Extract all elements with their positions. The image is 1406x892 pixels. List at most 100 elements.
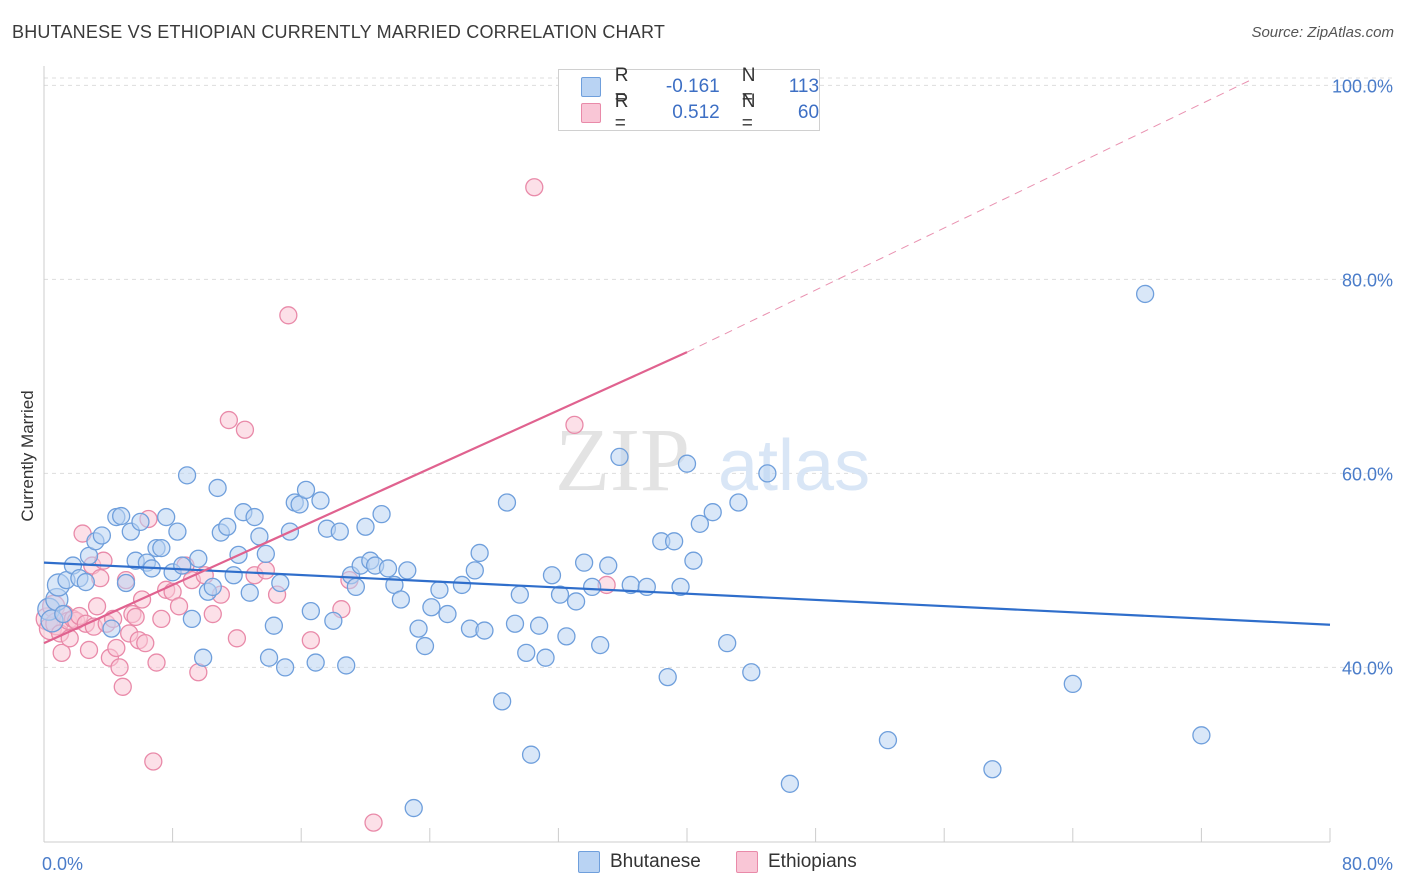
y-tick-label: 80.0% <box>1342 270 1393 290</box>
legend-n-label: N = <box>741 65 756 108</box>
bhutanese-point <box>517 643 536 662</box>
ethiopians-point <box>144 752 163 771</box>
bhutanese-point <box>116 573 136 593</box>
bhutanese-point <box>189 549 208 568</box>
bhutanese-point <box>54 604 73 624</box>
ethiopians-point <box>364 813 383 832</box>
bhutanese-point <box>378 559 398 578</box>
bhutanese-point <box>677 454 697 473</box>
bhutanese-point <box>404 798 423 818</box>
bhutanese-point <box>475 621 494 640</box>
series-swatch-ethiopians <box>736 851 758 873</box>
ethiopians-point <box>219 410 239 430</box>
bhutanese-point <box>372 504 391 524</box>
stats-legend: R = -0.161 N = 113 R = 0.512 N = 60 <box>558 65 820 134</box>
legend-n-value: 60 <box>797 102 820 123</box>
bhutanese-point <box>599 556 618 575</box>
bhutanese-point <box>550 585 570 604</box>
ethiopians-point <box>107 638 126 658</box>
bhutanese-point <box>193 648 213 667</box>
bhutanese-point <box>112 506 131 526</box>
y-tick-label: 40.0% <box>1342 658 1393 678</box>
legend-swatch-bhutanese <box>581 77 601 97</box>
bhutanese-point <box>324 611 343 630</box>
bhutanese-point <box>275 658 295 677</box>
bhutanese-point <box>671 577 690 597</box>
x-ticks <box>172 828 1331 842</box>
y-axis-label: Currently Married <box>18 390 37 521</box>
ethiopians-point <box>169 597 189 616</box>
bhutanese-point <box>264 616 284 635</box>
ethiopians-point <box>256 561 275 580</box>
bhutanese-point <box>780 774 800 793</box>
bhutanese-point <box>409 619 428 638</box>
bhutanese-point <box>574 553 594 572</box>
bhutanese-point <box>505 614 525 633</box>
bhutanese-point <box>438 604 457 624</box>
bhutanese-point <box>330 522 349 541</box>
bhutanese-point <box>684 551 703 570</box>
bhutanese-trend-line <box>43 561 1331 626</box>
bhutanese-point <box>591 635 610 655</box>
bhutanese-point <box>306 653 325 672</box>
ethiopians-point <box>279 306 298 325</box>
bhutanese-point <box>301 601 320 621</box>
chart-source: Source: ZipAtlas.com <box>1251 24 1394 41</box>
bhutanese-point <box>311 491 330 510</box>
legend-r-label: R = <box>614 65 629 108</box>
bhutanese-point <box>157 507 176 527</box>
y-tick-label: 100.0% <box>1332 76 1393 96</box>
bhutanese-point <box>177 466 197 485</box>
bhutanese-point <box>430 580 449 599</box>
bhutanese-point <box>256 544 275 564</box>
gridlines <box>44 77 1392 668</box>
bhutanese-point <box>259 648 279 667</box>
bhutanese-point <box>470 543 489 563</box>
bhutanese-point <box>452 575 472 595</box>
bhutanese-point <box>398 561 417 580</box>
ethiopians-point <box>52 643 71 662</box>
bhutanese-point <box>1192 726 1211 745</box>
ethiopians-point <box>147 653 166 672</box>
ethiopians-trend-extension <box>686 80 1250 353</box>
bhutanese-point <box>1135 284 1155 304</box>
bhutanese-point <box>224 566 243 585</box>
ethiopians-point <box>87 597 107 616</box>
ethiopians-point <box>113 677 132 696</box>
bhutanese-point <box>337 656 356 675</box>
bhutanese-point <box>664 532 684 551</box>
bhutanese-point <box>529 616 549 635</box>
bhutanese-point <box>1063 674 1082 694</box>
ethiopians-point <box>152 609 171 629</box>
series-swatch-bhutanese <box>578 851 600 873</box>
bhutanese-point <box>492 692 512 711</box>
chart-title: BHUTANESE VS ETHIOPIAN CURRENTLY MARRIED… <box>12 22 666 42</box>
watermark-atlas: atlas <box>718 426 870 506</box>
bhutanese-point <box>718 634 737 653</box>
bhutanese-point <box>296 480 316 500</box>
bhutanese-point <box>346 577 366 597</box>
ethiopians-trend-line <box>43 351 688 645</box>
ethiopians-point <box>565 415 584 435</box>
bhutanese-point <box>536 648 555 667</box>
ethiopians-point <box>110 658 129 677</box>
legend-r-value: -0.161 <box>665 76 720 97</box>
ethiopians-point <box>136 634 155 653</box>
series-legend-bhutanese: Bhutanese <box>578 851 701 873</box>
bhutanese-point <box>542 566 562 585</box>
bhutanese-point <box>245 507 264 527</box>
ethiopians-point <box>301 631 320 650</box>
bhutanese-point <box>76 572 95 592</box>
y-tick-labels: 100.0% 80.0% 60.0% 40.0% <box>1332 76 1393 678</box>
bhutanese-point <box>173 556 192 575</box>
y-tick-label: 60.0% <box>1342 464 1393 484</box>
bhutanese-point <box>92 526 112 545</box>
ethiopians-point <box>79 640 99 660</box>
x-tick-label-max: 80.0% <box>1342 854 1393 874</box>
bhutanese-point <box>878 731 898 750</box>
trend-lines <box>43 80 1331 645</box>
bhutanese-point <box>983 760 1002 779</box>
series-name-bhutanese: Bhutanese <box>610 851 701 872</box>
bhutanese-point <box>758 464 777 483</box>
bhutanese-point <box>566 592 586 611</box>
